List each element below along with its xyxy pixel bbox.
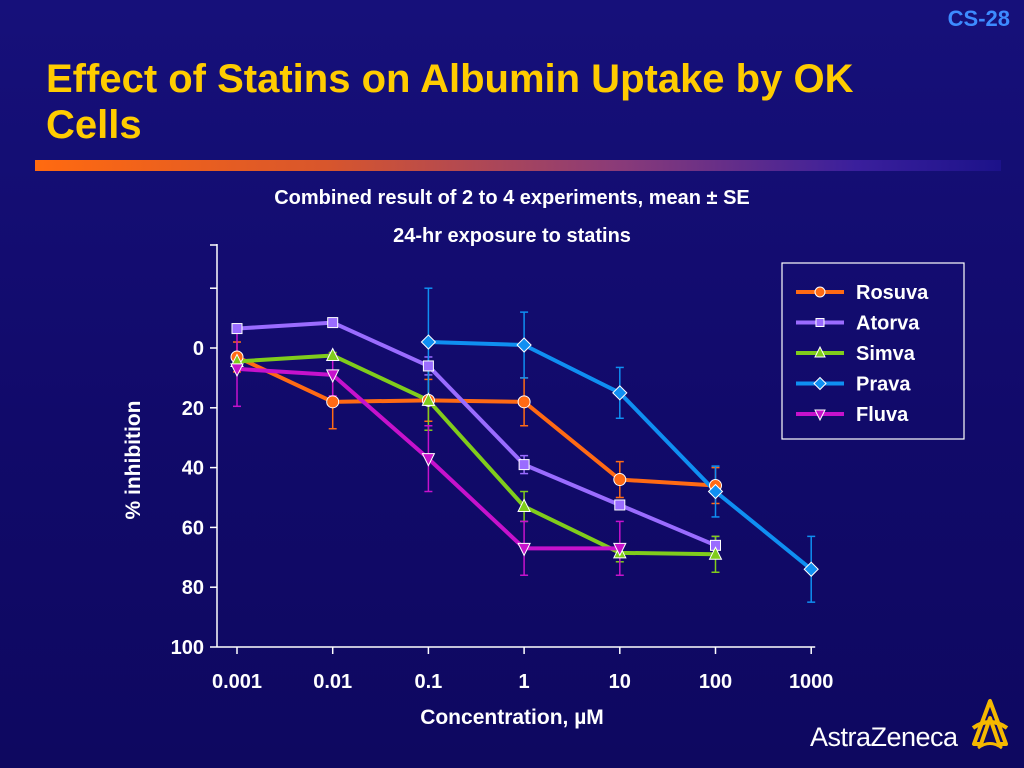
legend-label-atorva: Atorva: [856, 313, 920, 335]
simva-series-line: [236, 353, 716, 557]
x-tick-label: 10: [609, 671, 631, 693]
x-tick-label: 100: [699, 671, 732, 693]
simva-data-point: [708, 546, 723, 560]
prava-data-point: [803, 561, 819, 577]
simva-data-point: [517, 498, 531, 512]
prava-data-point: [420, 334, 437, 350]
x-tick-label: 0.001: [212, 671, 262, 693]
chart-subtitle-line-2: 24-hr exposure to statins: [393, 225, 631, 247]
prava-data-point: [516, 337, 532, 353]
y-tick-label: 80: [182, 577, 204, 599]
title-rule: [35, 160, 1001, 171]
legend-marker-rosuva: [814, 286, 826, 298]
slide-number: CS-28: [947, 6, 1010, 31]
fluva-data-point: [612, 542, 627, 557]
fluva-data-point: [230, 363, 244, 378]
astrazeneca-logo-icon: [971, 699, 1009, 750]
y-tick-label: 60: [182, 517, 204, 539]
atorva-data-point: [231, 323, 243, 335]
chart-subtitle-line-1: Combined result of 2 to 4 experiments, m…: [274, 187, 750, 209]
x-tick-label: 0.01: [313, 671, 352, 693]
atorva-data-point: [518, 459, 530, 471]
rosuva-data-point: [613, 473, 627, 487]
astrazeneca-logo-text: AstraZeneca: [810, 722, 958, 752]
slide-title: Effect of Statins on Albumin Uptake by O…: [46, 57, 854, 147]
y-axis-label: % inhibition: [122, 401, 145, 520]
x-tick-label: 0.1: [414, 671, 442, 693]
rosuva-series-line: [236, 355, 716, 488]
x-tick-label: 1000: [789, 671, 834, 693]
prava-data-point: [707, 483, 724, 500]
rosuva-data-point: [517, 395, 531, 409]
simva-data-point: [421, 392, 436, 406]
x-axis-label: Concentration, µM: [420, 706, 604, 729]
legend-marker-atorva: [815, 318, 825, 327]
y-tick-label: 100: [171, 637, 204, 659]
atorva-data-point: [422, 360, 434, 372]
legend-label-fluva: Fluva: [856, 404, 909, 426]
atorva-series-line: [236, 320, 717, 548]
y-tick-label: 20: [182, 398, 204, 420]
legend-marker-fluva: [814, 409, 826, 422]
legend-label-simva: Simva: [856, 343, 916, 365]
legend-label-rosuva: Rosuva: [856, 282, 929, 304]
legend-label-prava: Prava: [856, 374, 911, 396]
x-tick-label: 1: [519, 671, 530, 693]
simva-data-point: [325, 347, 340, 361]
fluva-data-point: [517, 542, 531, 557]
rosuva-data-point: [326, 395, 340, 409]
y-tick-label: 40: [182, 458, 204, 480]
y-tick-label: 0: [193, 338, 204, 360]
prava-data-point: [612, 385, 628, 401]
legend-marker-prava: [813, 376, 827, 391]
legend-marker-simva: [814, 345, 826, 358]
legend-box: [781, 262, 965, 440]
atorva-data-point: [327, 317, 339, 329]
atorva-data-point: [614, 499, 626, 511]
fluva-data-point: [421, 453, 436, 467]
fluva-data-point: [325, 369, 340, 384]
